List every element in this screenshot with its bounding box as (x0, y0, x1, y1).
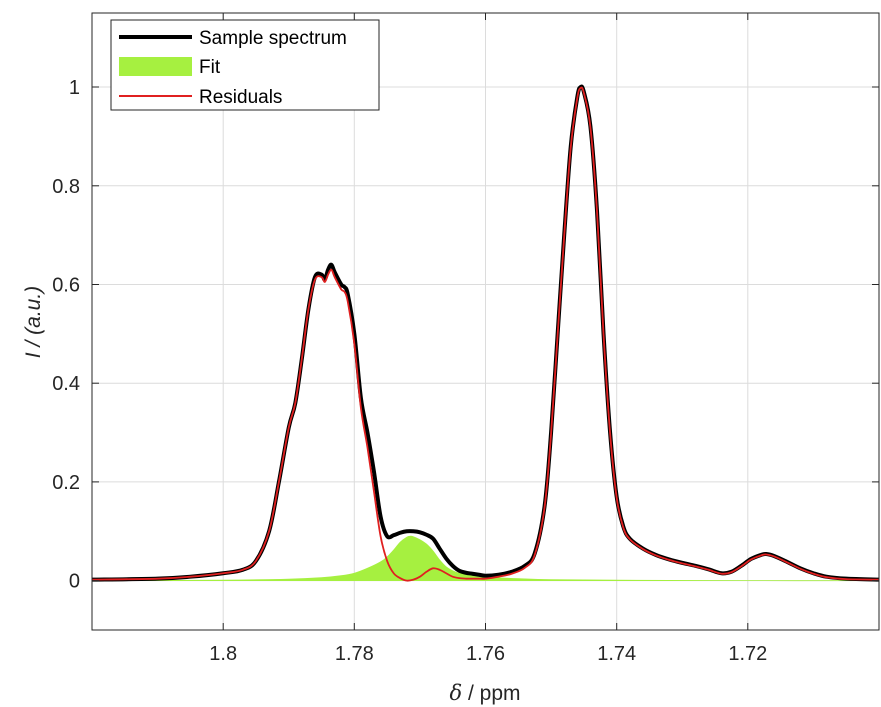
y-tick-label: 0.8 (52, 176, 80, 198)
x-tick-label: 1.8 (209, 643, 237, 665)
x-axis-unit: / ppm (462, 682, 520, 705)
series-residuals-line (92, 86, 879, 582)
series-layer (92, 84, 879, 582)
legend-swatch-fit (119, 57, 192, 76)
x-tick-label: 1.72 (728, 643, 767, 665)
y-axis-symbol: I (22, 352, 45, 358)
ticks (92, 13, 879, 630)
y-axis-label: I / (a.u.) (22, 286, 45, 358)
y-tick-label: 0 (69, 571, 80, 593)
y-tick-label: 1 (69, 77, 80, 99)
legend: Sample spectrum Fit Residuals (110, 19, 380, 111)
legend-label-sample-spectrum: Sample spectrum (199, 28, 347, 49)
y-axis-unit: / (a.u.) (22, 286, 45, 353)
legend-label-residuals: Residuals (199, 87, 282, 108)
x-tick-label: 1.74 (597, 643, 636, 665)
series-fit-area (92, 535, 879, 582)
x-tick-label: 1.76 (466, 643, 505, 665)
y-tick-label: 0.4 (52, 373, 80, 395)
tick-labels: 1.8 1.78 1.76 1.74 1.72 0 0.2 0.4 0.6 0.8 1 (52, 77, 767, 665)
x-tick-label: 1.78 (335, 643, 374, 665)
x-axis-label: δ / ppm (449, 681, 520, 705)
legend-label-fit: Fit (199, 57, 221, 78)
x-axis-symbol: δ (449, 681, 462, 705)
y-tick-label: 0.2 (52, 472, 80, 494)
y-tick-label: 0.6 (52, 275, 80, 297)
